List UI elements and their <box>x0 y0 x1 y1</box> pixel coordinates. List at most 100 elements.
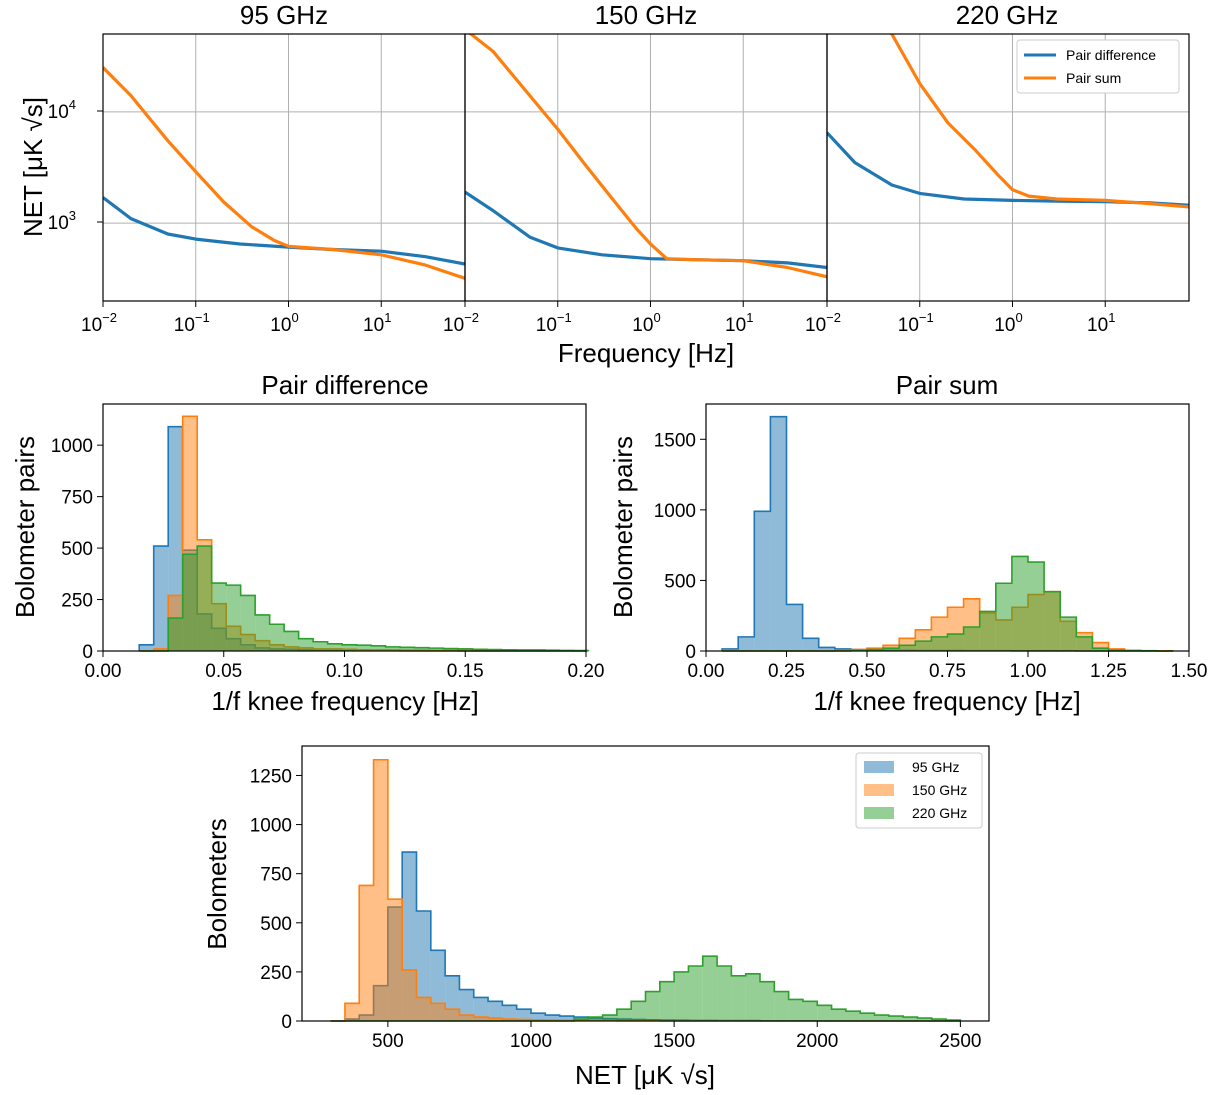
knee-sum-bar <box>1028 562 1045 651</box>
net-bar <box>430 1003 446 1021</box>
net-ytick-label: 500 <box>260 914 292 935</box>
knee-diff-bar <box>385 646 401 651</box>
knee-diff-bar <box>211 583 227 651</box>
spectra-legend: Pair difference Pair sum <box>1016 39 1180 94</box>
net-bar <box>831 1009 846 1021</box>
net-bar <box>860 1013 875 1021</box>
title-pair-difference: Pair difference <box>261 370 428 400</box>
xtick-label-220ghz: 101 <box>1087 310 1115 336</box>
net-bar <box>344 1003 360 1021</box>
legend-sum-label: Pair sum <box>1066 70 1121 86</box>
knee-sum-bar <box>738 636 755 651</box>
net-bar <box>631 1001 646 1021</box>
series-line-pair-sum-220ghz <box>889 34 1189 209</box>
net-bar <box>802 1001 818 1021</box>
knee-sum-bar <box>1092 648 1109 651</box>
grid-150ghz <box>465 34 827 301</box>
title-150ghz: 150 GHz <box>595 0 698 30</box>
knee-diff-bar <box>327 643 343 651</box>
xtick-label-95ghz: 101 <box>363 310 391 336</box>
knee-diff-ytick-label: 250 <box>61 591 93 612</box>
net-bar <box>903 1017 918 1021</box>
spectrum-panel-150ghz <box>465 34 827 301</box>
frame-net <box>301 745 990 1022</box>
net-bar <box>616 1009 632 1021</box>
knee-sum-bar <box>1076 636 1093 651</box>
net-bar <box>731 975 746 1021</box>
net-bar <box>488 1001 503 1021</box>
net-histogram: 500 1000 1500 2000 2500 0 250 500 750 1000 1250 <box>250 758 982 1052</box>
knee-diff-ytick-label: 0 <box>82 642 93 663</box>
title-95ghz: 95 GHz <box>240 0 328 30</box>
ytick-1e3: 103 <box>48 208 76 234</box>
knee-diff-xlabel: 1/f knee frequency [Hz] <box>211 686 478 716</box>
net-ytick-label: 750 <box>260 865 292 886</box>
net-ytick-label: 1000 <box>250 816 292 837</box>
legend-150ghz-swatch <box>864 784 894 796</box>
net-bar <box>760 981 775 1021</box>
net-bar <box>702 956 718 1021</box>
knee-sum-xtick-label: 0.00 <box>688 661 725 682</box>
net-bar <box>688 966 703 1021</box>
legend-220ghz-swatch <box>864 807 894 819</box>
knee-diff-bar <box>284 631 299 651</box>
net-bar <box>502 1019 517 1021</box>
net-bar <box>473 997 489 1021</box>
knee-sum-xtick-label: 1.25 <box>1090 661 1127 682</box>
net-series-150-ghz <box>330 758 961 1022</box>
lines-150ghz <box>465 34 827 279</box>
net-bar <box>502 1005 517 1021</box>
knee-sum-bar <box>995 583 1012 651</box>
knee-diff-bar <box>153 648 169 651</box>
knee-sum-bar <box>1044 591 1061 651</box>
knee-sum-xtick-label: 0.50 <box>849 661 886 682</box>
net-bar <box>788 999 803 1021</box>
series-line-pair-difference-95ghz <box>103 196 465 266</box>
frame-knee-diff <box>102 403 587 652</box>
knee-diff-bar <box>153 546 169 651</box>
net-bar <box>359 885 374 1021</box>
knee-diff-bar <box>371 645 386 651</box>
xtick-label-95ghz: 10−2 <box>81 310 117 336</box>
xtick-label-150ghz: 10−1 <box>536 310 572 336</box>
net-bar <box>545 1015 560 1021</box>
legend-220ghz-label: 220 GHz <box>912 805 967 821</box>
net-bar <box>717 966 732 1021</box>
spectra-xlabel: Frequency [Hz] <box>558 338 734 368</box>
spectra-xticks: 10−2 10−1 100 101 10−2 10−1 100 101 10−2 10−1 100 1… <box>81 301 1115 336</box>
net-ylabel: Bolometers <box>202 818 232 950</box>
net-bar <box>445 1009 460 1021</box>
net-bar <box>931 1019 947 1021</box>
knee-diff-xtick-label: 0.15 <box>447 661 484 682</box>
net-bar <box>674 971 689 1021</box>
lines-220ghz <box>827 34 1189 209</box>
net-bar <box>573 1019 589 1021</box>
knee-diff-bar <box>182 554 198 651</box>
knee-diff-bar <box>400 647 415 651</box>
knee-diff-histogram: 0.00 0.05 0.10 0.15 0.20 0 250 500 750 1000 <box>51 415 604 682</box>
knee-sum-bar <box>802 638 819 651</box>
legend-95ghz-label: 95 GHz <box>912 759 959 775</box>
net-bar <box>459 989 474 1021</box>
title-pair-sum: Pair sum <box>896 370 999 400</box>
knee-sum-series-220-ghz <box>722 555 1173 652</box>
series-line-pair-sum-95ghz <box>103 66 465 280</box>
knee-sum-bar <box>1011 556 1028 651</box>
knee-diff-bar <box>342 644 357 651</box>
knee-sum-xtick-label: 0.75 <box>929 661 966 682</box>
net-xtick-label: 1500 <box>653 1031 695 1052</box>
knee-sum-bar <box>963 627 980 651</box>
net-bar <box>659 981 675 1021</box>
xtick-label-220ghz: 100 <box>994 310 1022 336</box>
spectra-ylabel: NET [μK √s] <box>18 97 48 237</box>
knee-sum-xtick-label: 0.25 <box>768 661 805 682</box>
xtick-label-150ghz: 100 <box>632 310 660 336</box>
knee-diff-ylabel: Bolometer pairs <box>10 436 40 618</box>
spectra-frames <box>102 33 1190 302</box>
frame-220ghz <box>826 33 1190 302</box>
knee-diff-ytick-label: 750 <box>61 488 93 509</box>
net-bar <box>559 1016 574 1021</box>
net-bar <box>888 1016 904 1021</box>
net-bar <box>817 1005 832 1021</box>
knee-sum-bar <box>770 416 787 651</box>
